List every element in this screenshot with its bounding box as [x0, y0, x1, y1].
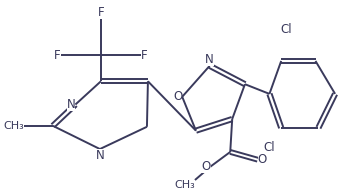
Text: Cl: Cl	[280, 23, 292, 36]
Text: Cl: Cl	[264, 141, 275, 154]
Text: N: N	[67, 98, 75, 111]
Text: F: F	[54, 49, 61, 62]
Text: CH₃: CH₃	[4, 121, 24, 131]
Text: O: O	[201, 160, 211, 173]
Text: O: O	[173, 90, 182, 103]
Text: CH₃: CH₃	[174, 180, 195, 190]
Text: N: N	[96, 149, 104, 162]
Text: F: F	[141, 49, 148, 62]
Text: N: N	[205, 53, 214, 66]
Text: F: F	[98, 6, 104, 19]
Text: O: O	[258, 153, 267, 166]
